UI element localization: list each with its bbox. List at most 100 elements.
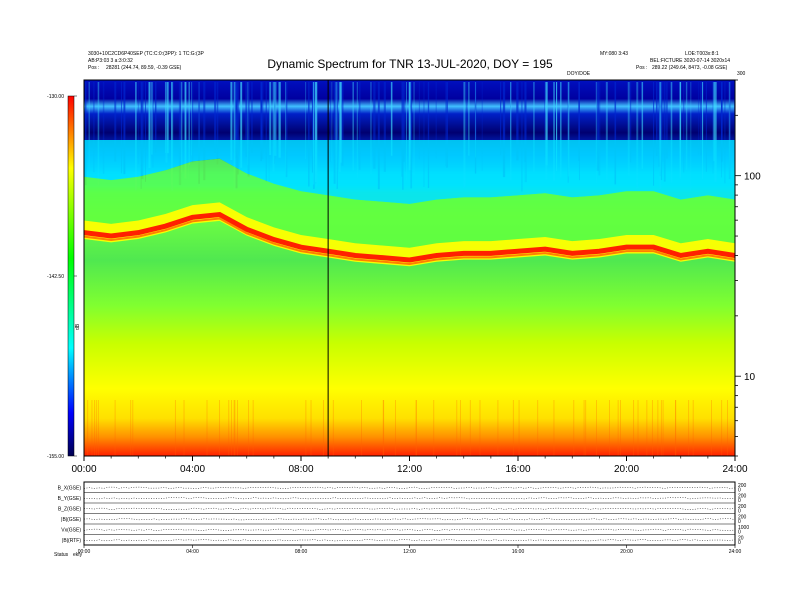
x-tick-label: 12:00 (397, 464, 422, 475)
spectrogram-stripe (651, 400, 653, 456)
spectrogram-stripe (130, 400, 132, 456)
spectrogram-stripe (510, 82, 512, 181)
spectrogram-stripe (614, 82, 617, 185)
spectrogram-stripe (148, 82, 151, 169)
spectrogram-stripe (265, 82, 267, 182)
spectrogram-stripe (278, 82, 281, 158)
panel-row-tick: 0 (738, 488, 741, 494)
panel-trace (83, 507, 736, 510)
spectrogram-stripe (721, 82, 722, 178)
panel-x-tick-label: 16:00 (512, 549, 525, 555)
status-label: Status (54, 552, 69, 558)
panel-trace (83, 528, 736, 531)
x-tick-label: 04:00 (180, 464, 205, 475)
spectrogram-stripe (135, 82, 137, 191)
spectrogram-stripe (560, 82, 562, 178)
spectrogram-stripe (712, 82, 715, 162)
spectrogram-stripe (154, 82, 157, 153)
spectrogram-stripe (512, 400, 514, 456)
spectrogram-stripe (184, 82, 187, 179)
spectrogram-stripe (544, 82, 546, 157)
spectrogram-stripe (341, 82, 344, 166)
spectrogram-stripe (408, 82, 411, 171)
spectrogram-stripe (481, 82, 483, 171)
spectrogram-stripe (219, 400, 221, 456)
spectrogram-stripe (497, 400, 499, 456)
spectrogram-stripe (553, 400, 555, 456)
spectrogram-stripe (183, 400, 185, 456)
spectrogram-stripe (516, 82, 519, 161)
spectrogram-stripe (656, 82, 658, 157)
spectrogram-stripe (415, 400, 417, 456)
spectrogram-stripe (537, 400, 539, 456)
spectrogram-stripe (382, 400, 384, 456)
spectrogram-stripe (179, 82, 181, 166)
spectrogram-stripe (233, 82, 236, 190)
spectrogram-stripe (583, 400, 585, 456)
spectrogram-stripe (609, 400, 610, 456)
colorbar (67, 95, 75, 457)
spectrogram-stripe (237, 82, 239, 175)
spectrogram-stripe (331, 82, 333, 162)
spectrogram-stripe (356, 82, 358, 178)
spectrogram-stripe (123, 82, 126, 175)
green-band (84, 158, 735, 256)
panel-trace (83, 486, 736, 489)
spectrogram-stripes (85, 82, 735, 456)
spectrogram-stripe (463, 82, 466, 188)
spectrogram (84, 80, 735, 456)
spectrogram-stripe (230, 82, 233, 161)
spectrogram-stripe (333, 82, 336, 184)
spectrogram-stripe (383, 400, 385, 456)
spectrogram-stripe (711, 400, 713, 456)
spectrogram-stripe (646, 400, 648, 456)
spectrogram-stripe (373, 82, 376, 169)
spectrogram-stripe (189, 82, 190, 166)
spectrogram-stripe (728, 82, 731, 176)
spectrogram-stripe (474, 82, 477, 174)
spectrogram-stripe (314, 82, 317, 183)
spectrogram-stripe (553, 82, 555, 182)
spectrogram-stripe (316, 82, 318, 187)
spectrogram-stripe (251, 82, 253, 154)
spectrogram-stripe (88, 82, 90, 170)
spectrogram-stripe (679, 82, 682, 178)
colorbar-unit: dB (75, 323, 81, 330)
header-left-line2: AB:P3:03 3 a:3:0:32 (88, 58, 133, 64)
header-right-line2: BEL:FICTURE 3020-07-14 3020x14 (650, 58, 731, 64)
spectrogram-stripe (285, 82, 288, 178)
panel-trace (83, 497, 736, 500)
spectrogram-stripe (192, 82, 194, 164)
spectrogram-stripe (502, 82, 506, 178)
spectrogram-stripe (468, 82, 470, 156)
header-left-line1: 3030+10C2CD6P40SEP (TC:C:0:(3PP): 1 TC:G… (88, 51, 204, 57)
spectrogram-stripe (660, 82, 663, 181)
spectrogram-stripe (403, 82, 405, 162)
spectrogram-stripe (714, 82, 717, 182)
panel-row-label: B_Z(GSE) (58, 506, 81, 512)
spectrogram-stripe (85, 82, 87, 186)
spectrogram-stripe (521, 82, 523, 192)
spectrogram-stripe (141, 82, 143, 179)
spectrogram-stripe (336, 82, 338, 189)
panel-row-tick: 200 (738, 504, 747, 510)
panel-row-label: |B|(GSE) (61, 517, 81, 523)
spectrogram-stripe (641, 82, 644, 169)
spectrogram-stripe (728, 82, 731, 180)
spectrogram-stripe (683, 82, 685, 173)
spectrogram-stripe (178, 82, 182, 186)
spectrogram-stripe (308, 82, 310, 187)
spectrogram-stripe (500, 82, 502, 156)
spectrogram-stripe (174, 400, 176, 456)
spectrogram-stripe (518, 400, 520, 456)
spectrogram-stripe (234, 400, 236, 456)
spectrogram-stripe (670, 82, 673, 183)
spectrogram-stripe (605, 82, 608, 180)
spectrogram-stripe (95, 400, 97, 456)
spectrogram-stripe (87, 400, 89, 456)
header-right-pos-value: 289.22 (249.64, 8473, -0.08 GSE) (652, 65, 728, 71)
panel-trace (83, 518, 736, 521)
x-tick-label: 16:00 (505, 464, 530, 475)
spectrogram-stripe (405, 82, 407, 172)
spectrogram-stripe (418, 82, 420, 160)
